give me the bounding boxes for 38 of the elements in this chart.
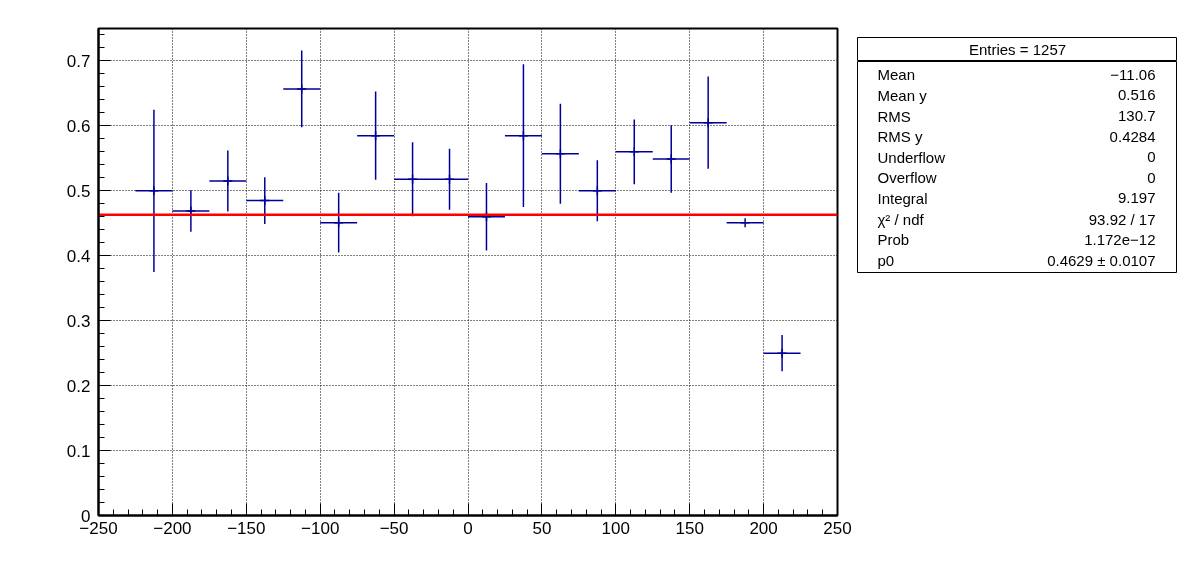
text: −11.06 — [1110, 65, 1156, 83]
y-tick-label: 0.3 — [66, 311, 91, 331]
text: Overflow — [877, 169, 937, 187]
text: 0.516 — [1117, 86, 1156, 104]
text: χ² / ndf — [877, 210, 925, 228]
y-tick-label: 0.2 — [66, 376, 91, 396]
text: Mean — [877, 66, 916, 84]
text: 1.172e−12 — [1084, 230, 1156, 248]
y-tick-label: 0.5 — [66, 181, 91, 201]
text: RMS y — [877, 128, 923, 146]
text: 0 — [1147, 148, 1156, 166]
text: 0.4284 — [1109, 127, 1156, 145]
y-tick-label: 0.1 — [66, 441, 91, 461]
x-tick-label: −200 — [153, 518, 192, 538]
x-tick-label: 50 — [532, 518, 552, 538]
text: RMS — [877, 107, 911, 125]
text: Entries = 1257 — [968, 41, 1067, 58]
x-tick-label: 0 — [463, 518, 473, 538]
text: Prob — [877, 231, 910, 249]
y-tick-label: 0.6 — [66, 116, 91, 136]
text: 0 — [1147, 168, 1156, 186]
x-tick-label: −50 — [379, 518, 409, 538]
text: 93.92 / 17 — [1088, 210, 1156, 228]
text: Underflow — [877, 148, 946, 166]
x-tick-label: 100 — [601, 518, 630, 538]
y-tick-label: 0.7 — [66, 51, 91, 71]
x-tick-label: −100 — [301, 518, 340, 538]
y-tick-label: 0.4 — [66, 246, 91, 266]
text: Mean y — [877, 86, 928, 104]
text: Integral — [877, 189, 928, 207]
x-tick-label: 150 — [675, 518, 704, 538]
text: 9.197 — [1117, 189, 1156, 207]
text: p0 — [877, 251, 895, 269]
text: 130.7 — [1117, 107, 1156, 124]
x-tick-label: −150 — [227, 518, 266, 538]
text: 0.4629 ± 0.0107 — [1047, 251, 1156, 269]
x-tick-label: 250 — [823, 518, 852, 538]
x-tick-label: 200 — [749, 518, 778, 538]
